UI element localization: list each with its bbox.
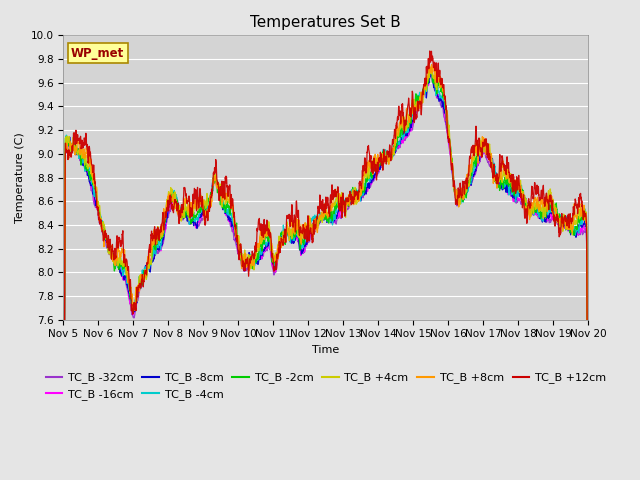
X-axis label: Time: Time (312, 345, 339, 355)
Y-axis label: Temperature (C): Temperature (C) (15, 132, 25, 223)
Text: WP_met: WP_met (71, 47, 124, 60)
Legend: TC_B -32cm, TC_B -16cm, TC_B -8cm, TC_B -4cm, TC_B -2cm, TC_B +4cm, TC_B +8cm, T: TC_B -32cm, TC_B -16cm, TC_B -8cm, TC_B … (41, 368, 611, 404)
Title: Temperatures Set B: Temperatures Set B (250, 15, 401, 30)
